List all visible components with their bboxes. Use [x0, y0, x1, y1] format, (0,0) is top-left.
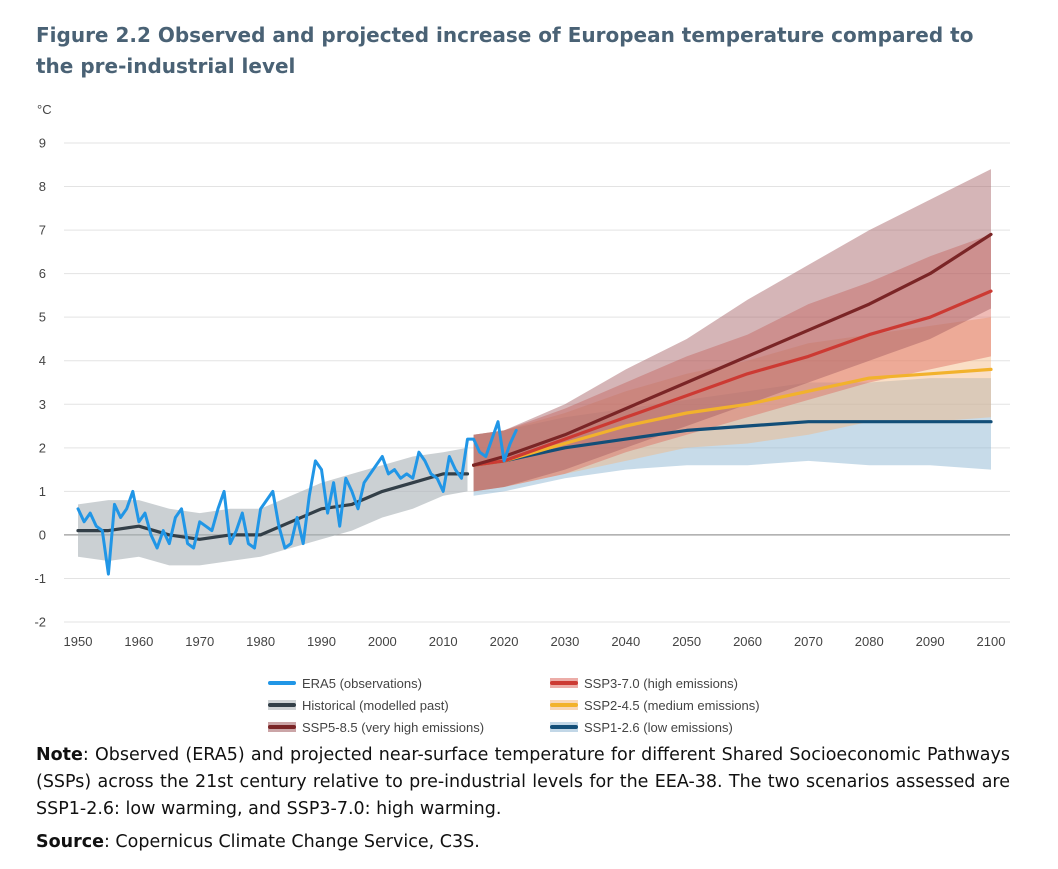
y-tick-label: 7 — [39, 223, 46, 238]
ssp245-uncertainty-band — [473, 317, 992, 492]
series-lines — [76, 232, 993, 576]
uncertainty-bands — [78, 169, 992, 566]
historical-line — [76, 472, 470, 541]
x-tick-label: 1980 — [246, 634, 275, 649]
x-tick-label: 1970 — [185, 634, 214, 649]
legend-label-historical: Historical (modelled past) — [302, 697, 449, 713]
era5-line — [76, 420, 518, 576]
ssp585-line — [472, 232, 993, 467]
x-tick-label: 2070 — [794, 634, 823, 649]
y-tick-label: 5 — [39, 310, 46, 325]
legend-label-era5: ERA5 (observations) — [302, 675, 422, 691]
y-tick-label: 1 — [39, 484, 46, 499]
figure-note: Note: Observed (ERA5) and projected near… — [36, 742, 1010, 823]
x-tick-label: 2010 — [429, 634, 458, 649]
temperature-chart: -2 -1 0 1 2 3 4 5 6 7 8 9 1950 1960 1970 1980 1990 2000 20… — [34, 136, 1010, 650]
x-tick-label: 2060 — [733, 634, 762, 649]
legend-swatch-ssp126 — [550, 720, 578, 734]
x-tick-label: 2020 — [490, 634, 519, 649]
x-tick-label: 1950 — [64, 634, 93, 649]
legend-item-ssp245: SSP2-4.5 (medium emissions) — [550, 694, 760, 716]
x-tick-label: 1990 — [307, 634, 336, 649]
legend-item-ssp126: SSP1-2.6 (low emissions) — [550, 716, 733, 738]
legend-swatch-ssp245 — [550, 698, 578, 712]
y-tick-label: 2 — [39, 440, 46, 455]
y-tick-label: 4 — [39, 353, 46, 368]
source-label: Source — [36, 832, 104, 852]
legend-item-ssp370: SSP3-7.0 (high emissions) — [550, 672, 738, 694]
note-label: Note — [36, 745, 83, 765]
ssp126-line — [472, 420, 993, 467]
y-tick-label: 9 — [39, 136, 46, 151]
x-tick-label: 2080 — [855, 634, 884, 649]
legend-item-historical: Historical (modelled past) — [268, 694, 449, 716]
legend-swatch-era5 — [268, 676, 296, 690]
axis-ticks: -2 -1 0 1 2 3 4 5 6 7 8 9 1950 1960 1970 1980 1990 2000 20… — [34, 136, 1005, 650]
y-tick-label: 3 — [39, 397, 46, 412]
legend-label-ssp585: SSP5-8.5 (very high emissions) — [302, 719, 485, 735]
ssp370-line — [472, 289, 993, 467]
x-tick-label: 2100 — [977, 634, 1006, 649]
source-text: : Copernicus Climate Change Service, C3S… — [103, 832, 480, 852]
x-tick-label: 2040 — [611, 634, 640, 649]
chart-legend: ERA5 (observations) Historical (modelled… — [268, 672, 828, 738]
legend-label-ssp245: SSP2-4.5 (medium emissions) — [584, 697, 760, 713]
legend-item-ssp585: SSP5-8.5 (very high emissions) — [268, 716, 484, 738]
y-tick-label: 0 — [39, 527, 46, 542]
legend-label-ssp126: SSP1-2.6 (low emissions) — [584, 719, 733, 735]
figure-source: Source: Copernicus Climate Change Servic… — [36, 829, 480, 856]
y-tick-label: -2 — [34, 615, 46, 630]
x-tick-label: 2050 — [672, 634, 701, 649]
legend-label-ssp370: SSP3-7.0 (high emissions) — [584, 675, 738, 691]
note-text: : Observed (ERA5) and projected near-sur… — [36, 745, 1010, 819]
y-tick-label: 8 — [39, 179, 46, 194]
y-tick-label: -1 — [34, 571, 46, 586]
y-tick-label: 6 — [39, 266, 46, 281]
ssp585-uncertainty-band — [473, 169, 992, 492]
legend-swatch-ssp585 — [268, 720, 296, 734]
legend-swatch-ssp370 — [550, 676, 578, 690]
figure-title: Figure 2.2 Observed and projected increa… — [36, 23, 974, 78]
legend-item-era5: ERA5 (observations) — [268, 672, 422, 694]
ssp245-line — [472, 367, 993, 467]
x-tick-label: 2030 — [550, 634, 579, 649]
y-axis-unit: °C — [37, 102, 52, 117]
x-tick-label: 1960 — [124, 634, 153, 649]
x-tick-label: 2090 — [916, 634, 945, 649]
ssp126-uncertainty-band — [473, 378, 992, 496]
x-tick-label: 2000 — [368, 634, 397, 649]
legend-swatch-historical — [268, 698, 296, 712]
